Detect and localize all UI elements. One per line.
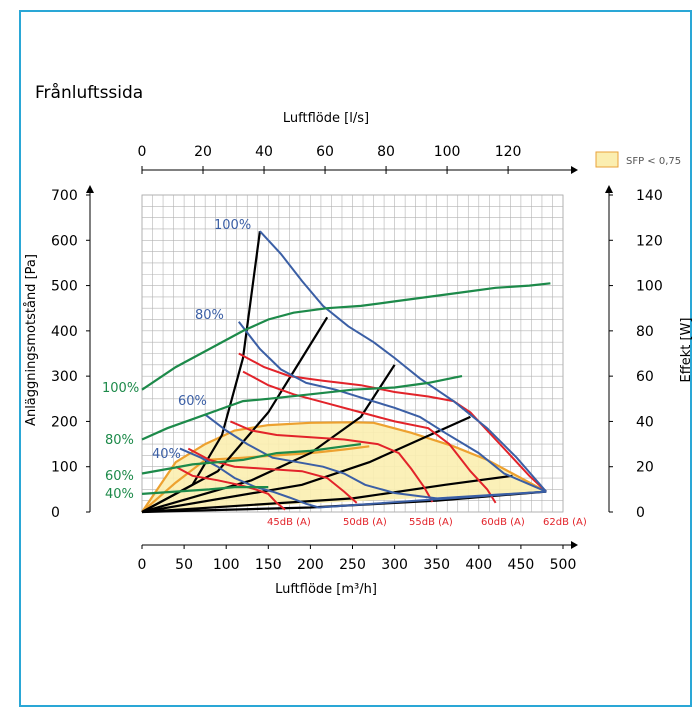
top-axis-arrow: [571, 166, 578, 174]
bottom-axis-tick-label: 200: [297, 557, 324, 573]
right-axis-tick-label: 80: [636, 324, 654, 340]
system-curve-1: [141, 316, 329, 513]
chart-title: Frånluftssida: [35, 82, 143, 103]
bottom-axis-tick-label: 150: [255, 557, 282, 573]
bottom-axis-tick-label: 250: [339, 557, 366, 573]
top-axis-label: Luftflöde [l/s]: [283, 111, 369, 126]
power-curve-1: [141, 375, 463, 441]
sound-curve-0: [238, 352, 547, 493]
right-axis-arrow: [605, 185, 613, 193]
right-axis-tick-label: 60: [636, 369, 654, 385]
power-curve-3: [141, 486, 269, 495]
bottom-axis-tick-label: 0: [138, 557, 147, 573]
bottom-axis-tick-label: 300: [381, 557, 408, 573]
left-axis-tick-label: 300: [51, 369, 78, 385]
top-axis-tick-label: 0: [138, 144, 147, 160]
left-axis-tick-label: 700: [51, 188, 78, 204]
pressure-label-80: 80%: [195, 308, 224, 323]
power-label-80: 80%: [105, 433, 134, 448]
system-curve-3: [141, 415, 471, 514]
top-axis-tick-label: 80: [377, 144, 395, 160]
top-axis-tick-label: 60: [316, 144, 334, 160]
right-axis-tick-label: 100: [636, 279, 663, 295]
system-curve-2: [141, 364, 396, 514]
right-axis-label: Effekt [W]: [679, 318, 694, 383]
pressure-curve-1: [238, 321, 547, 493]
power-label-60: 60%: [105, 469, 134, 484]
sound-label-55: 55dB (A): [409, 517, 453, 528]
left-axis-tick-label: 0: [51, 505, 60, 521]
right-axis-tick-label: 0: [636, 505, 645, 521]
left-axis-tick-label: 200: [51, 414, 78, 430]
sound-curve-3: [187, 447, 358, 504]
left-axis-tick-label: 600: [51, 233, 78, 249]
bottom-axis-tick-label: 50: [175, 557, 193, 573]
sound-label-50: 50dB (A): [343, 517, 387, 528]
left-axis: 0 100 200 300 400 500 600 700: [51, 185, 94, 521]
sound-label-60: 60dB (A): [481, 517, 525, 528]
right-axis-tick-label: 120: [636, 233, 663, 249]
pressure-curve-0: [259, 230, 547, 493]
left-axis-tick-label: 100: [51, 460, 78, 476]
top-axis-tick-label: 40: [255, 144, 273, 160]
right-axis: 0 20 40 60 80 100 120 140: [605, 185, 663, 521]
right-axis-tick-label: 140: [636, 188, 663, 204]
pressure-label-60: 60%: [178, 394, 207, 409]
legend-swatch: [595, 151, 619, 168]
power-label-100: 100%: [102, 381, 139, 396]
top-axis-tick-label: 100: [434, 144, 461, 160]
power-curve-0: [141, 282, 551, 391]
bottom-axis-tick-label: 450: [508, 557, 535, 573]
sound-curve-2: [230, 420, 434, 503]
pressure-label-40: 40%: [152, 447, 181, 462]
right-axis-tick-label: 20: [636, 460, 654, 476]
top-axis: 0 20 40 60 80 100 120: [138, 144, 578, 174]
bottom-axis-label: Luftflöde [m³/h]: [275, 582, 377, 597]
left-axis-arrow: [86, 185, 94, 193]
pressure-curve-2: [204, 413, 547, 500]
bottom-axis-tick-label: 400: [465, 557, 492, 573]
sound-label-45: 45dB (A): [267, 517, 311, 528]
left-axis-tick-label: 400: [51, 324, 78, 340]
sound-label-62: 62dB (A): [543, 517, 587, 528]
top-axis-tick-label: 120: [495, 144, 522, 160]
sound-curve-1: [242, 370, 497, 504]
curves-layer: [141, 230, 551, 514]
bottom-axis: 0 50 100 150 200 250 300 350 400 450 500: [138, 541, 578, 573]
left-axis-label: Anläggningsmotstånd [Pa]: [24, 254, 39, 426]
top-axis-tick-label: 20: [194, 144, 212, 160]
bottom-axis-tick-label: 500: [550, 557, 577, 573]
right-axis-tick-label: 40: [636, 414, 654, 430]
pressure-label-100: 100%: [214, 218, 251, 233]
left-axis-tick-label: 500: [51, 279, 78, 295]
legend-label: SFP < 0,75: [626, 156, 681, 167]
bottom-axis-arrow: [571, 541, 578, 549]
power-label-40: 40%: [105, 487, 134, 502]
bottom-axis-tick-label: 100: [213, 557, 240, 573]
power-curve-2: [141, 443, 362, 475]
bottom-axis-tick-label: 350: [423, 557, 450, 573]
